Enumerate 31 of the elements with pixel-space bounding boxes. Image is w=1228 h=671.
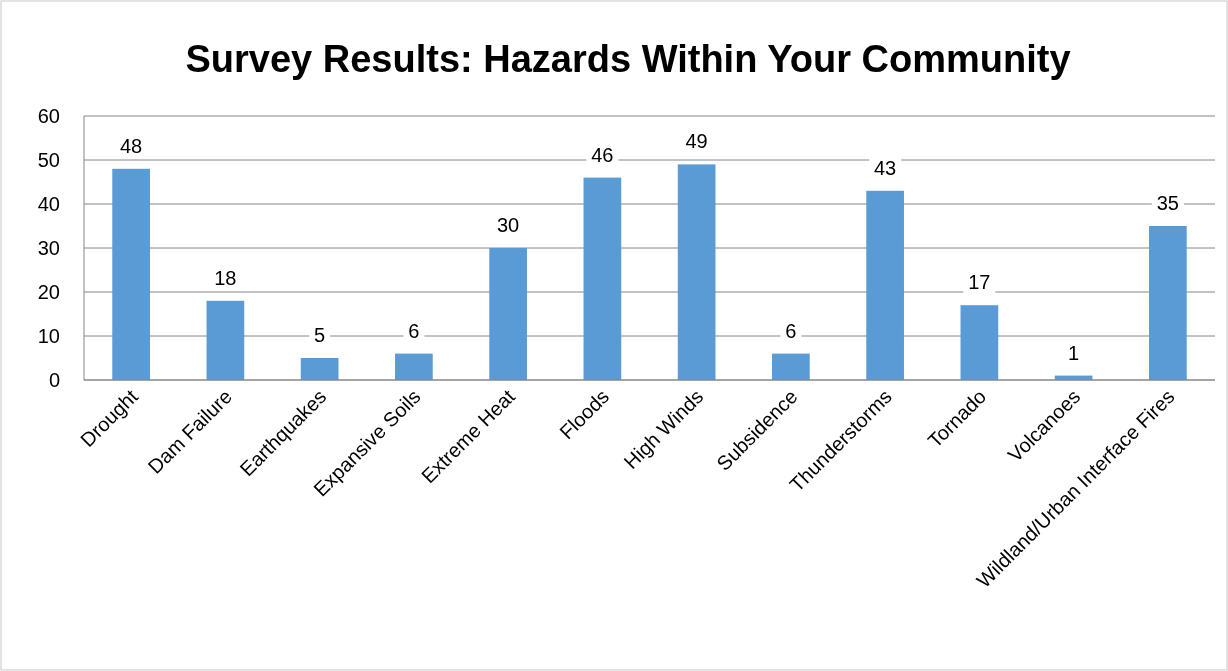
y-tick-label: 40 <box>37 193 60 215</box>
y-tick-label: 30 <box>37 237 60 259</box>
data-label: 5 <box>314 324 326 346</box>
y-tick-label: 0 <box>48 369 60 391</box>
bar <box>395 353 433 380</box>
data-label: 18 <box>214 266 237 289</box>
bar <box>112 168 150 380</box>
bar <box>866 190 904 380</box>
data-label: 1 <box>1068 341 1080 364</box>
y-tick-label: 60 <box>37 105 60 127</box>
bar <box>300 358 339 380</box>
data-label: 17 <box>968 271 991 294</box>
data-label: 43 <box>874 156 897 179</box>
y-tick-label: 20 <box>37 281 60 303</box>
y-tick-label: 50 <box>37 149 60 171</box>
data-label: 35 <box>1156 192 1179 214</box>
bar <box>583 177 622 380</box>
data-label: 6 <box>408 319 420 342</box>
bar <box>677 164 716 380</box>
bar <box>1149 226 1187 380</box>
data-label: 48 <box>120 134 143 157</box>
bar <box>489 248 527 380</box>
data-label: 30 <box>497 214 520 236</box>
bar <box>206 300 245 380</box>
data-label: 49 <box>685 130 708 153</box>
bar <box>772 353 810 380</box>
y-tick-label: 10 <box>37 325 60 347</box>
data-label: 46 <box>591 143 614 166</box>
chart-title: Survey Results: Hazards Within Your Community <box>185 38 1071 80</box>
data-label: 6 <box>785 319 797 342</box>
bar <box>960 305 999 380</box>
